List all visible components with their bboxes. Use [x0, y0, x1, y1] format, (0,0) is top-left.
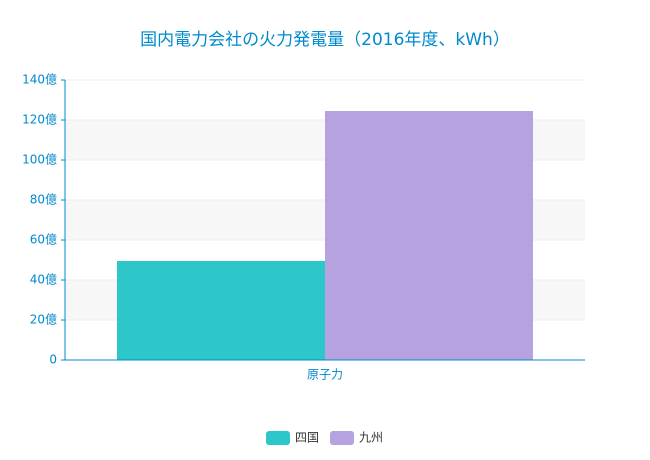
legend-swatch: [266, 431, 290, 445]
legend-label: 九州: [359, 431, 383, 445]
bar: [117, 261, 325, 360]
legend-swatch: [330, 431, 354, 445]
y-tick-label: 120億: [22, 113, 57, 127]
y-tick-label: 40億: [30, 273, 57, 287]
y-tick-label: 0: [49, 353, 57, 367]
y-tick-label: 100億: [22, 153, 57, 167]
legend-label: 四国: [295, 431, 319, 445]
y-tick-label: 140億: [22, 73, 57, 87]
bar: [325, 111, 533, 360]
y-tick-label: 60億: [30, 233, 57, 247]
y-tick-label: 20億: [30, 313, 57, 327]
x-tick-label: 原子力: [307, 368, 343, 382]
y-tick-label: 80億: [30, 193, 57, 207]
chart-title: 国内電力会社の火力発電量（2016年度、kWh）: [140, 30, 510, 50]
